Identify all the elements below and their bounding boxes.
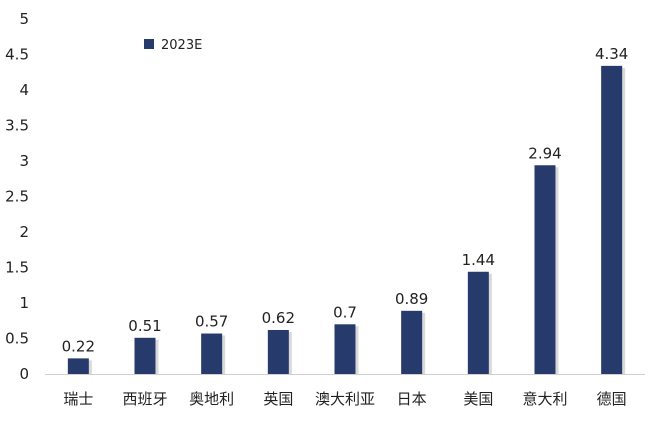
data-label: 1.44: [462, 251, 495, 269]
bar: [601, 65, 623, 375]
category-labels: 瑞士 西班牙 奥地利 英国 澳大利亚 日本 美国 意大利 德国: [63, 390, 626, 408]
category-label: 美国: [463, 390, 493, 408]
y-tick-label: 1.5: [5, 259, 29, 277]
legend-swatch: [144, 39, 154, 49]
y-tick-label: 3.5: [5, 117, 29, 135]
data-label: 0.22: [62, 337, 95, 355]
y-tick-label: 0.5: [5, 330, 29, 348]
data-label: 0.7: [333, 303, 357, 321]
y-tick-label: 2: [19, 223, 29, 241]
category-label: 意大利: [522, 390, 567, 408]
data-label: 0.57: [195, 313, 228, 331]
bar: [201, 333, 223, 374]
data-label: 4.34: [595, 45, 628, 63]
bar: [534, 165, 556, 374]
y-tick-label: 3: [19, 152, 29, 170]
category-label: 西班牙: [122, 390, 167, 408]
y-axis-ticks: 0 0.5 1 1.5 2 2.5 3 3.5 4 4.5 5: [5, 10, 29, 383]
bar: [267, 329, 289, 374]
category-label: 英国: [263, 390, 293, 408]
y-tick-label: 5: [19, 10, 29, 28]
bar: [467, 271, 489, 374]
y-tick-label: 1: [19, 294, 29, 312]
category-label: 德国: [597, 390, 627, 408]
y-tick-label: 4: [19, 81, 29, 99]
category-label: 日本: [397, 390, 427, 408]
bar: [134, 337, 156, 374]
category-label: 奥地利: [189, 390, 234, 408]
legend: 2023E: [144, 38, 202, 53]
bar: [334, 324, 356, 374]
data-label: 0.51: [128, 317, 161, 335]
y-tick-label: 2.5: [5, 188, 29, 206]
data-label: 0.62: [262, 309, 295, 327]
y-tick-label: 0: [19, 365, 29, 383]
legend-label: 2023E: [161, 38, 202, 53]
bars: [67, 65, 626, 375]
data-labels: 0.22 0.51 0.57 0.62 0.7 0.89 1.44 2.94 4.34: [62, 45, 629, 356]
bar: [67, 358, 89, 374]
bar: [401, 310, 423, 374]
y-tick-label: 4.5: [5, 46, 29, 64]
data-label: 2.94: [528, 144, 561, 162]
category-label: 瑞士: [63, 390, 93, 408]
category-label: 澳大利亚: [315, 390, 375, 408]
data-label: 0.89: [395, 290, 428, 308]
